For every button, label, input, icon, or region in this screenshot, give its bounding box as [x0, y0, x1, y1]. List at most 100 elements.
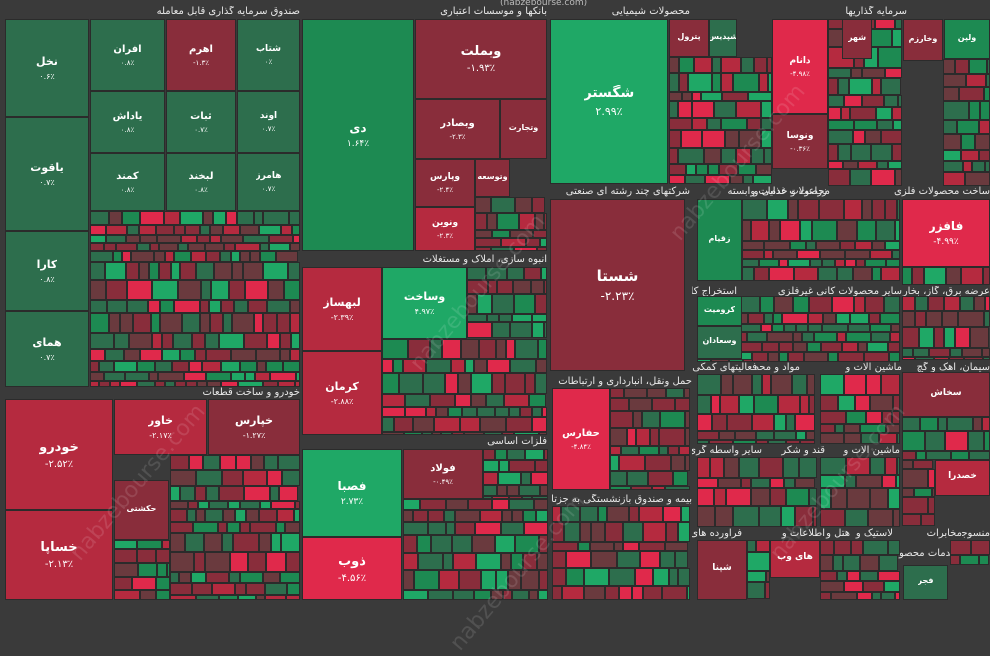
stock-tile-small[interactable]	[719, 164, 738, 175]
stock-tile[interactable]: حکشتی	[114, 480, 169, 540]
stock-tile-small[interactable]	[747, 571, 766, 582]
stock-tile-small[interactable]	[90, 262, 105, 280]
stock-tile-small[interactable]	[682, 92, 692, 101]
stock-tile-small[interactable]	[934, 357, 949, 360]
stock-tile-small[interactable]	[263, 313, 277, 333]
stock-tile-small[interactable]	[662, 586, 687, 600]
stock-tile-small[interactable]	[220, 455, 236, 470]
stock-tile-small[interactable]	[544, 213, 547, 230]
stock-tile-small[interactable]	[872, 267, 881, 281]
stock-tile-small[interactable]	[508, 570, 521, 590]
stock-tile-small[interactable]	[483, 472, 498, 485]
stock-tile-small[interactable]	[949, 357, 964, 360]
stock-tile-small[interactable]	[932, 488, 935, 497]
stock-tile-small[interactable]	[668, 446, 679, 455]
stock-tile-small[interactable]	[537, 553, 548, 570]
stock-tile-small[interactable]	[828, 144, 838, 161]
stock-tile-small[interactable]	[842, 342, 858, 352]
stock-tile-small[interactable]	[610, 428, 627, 446]
stock-tile-small[interactable]	[660, 551, 675, 568]
stock-tile-small[interactable]	[764, 148, 772, 164]
stock-tile-small[interactable]	[697, 488, 714, 506]
stock-tile-small[interactable]	[197, 381, 207, 387]
stock-tile-small[interactable]	[813, 506, 817, 527]
stock-tile-small[interactable]	[844, 424, 860, 433]
stock-tile-small[interactable]	[915, 296, 928, 311]
stock-tile-small[interactable]	[524, 522, 548, 535]
stock-tile-small[interactable]	[200, 300, 209, 313]
stock-tile-small[interactable]	[675, 398, 690, 411]
stock-tile-small[interactable]	[986, 74, 990, 87]
stock-tile-small[interactable]	[104, 372, 125, 381]
stock-tile[interactable]: فجر	[903, 565, 948, 600]
stock-tile-small[interactable]	[515, 339, 538, 359]
stock-tile-small[interactable]	[979, 120, 990, 134]
stock-tile-small[interactable]	[90, 300, 107, 313]
stock-tile-small[interactable]	[920, 417, 938, 431]
stock-tile-small[interactable]	[170, 595, 196, 600]
stock-tile-small[interactable]	[210, 313, 223, 333]
stock-tile-small[interactable]	[888, 342, 900, 352]
stock-tile-small[interactable]	[90, 361, 99, 372]
stock-tile-small[interactable]	[843, 555, 860, 571]
stock-tile-small[interactable]	[185, 533, 204, 552]
stock-tile[interactable]: خاور -۲.۱۷٪	[114, 399, 207, 455]
stock-tile-small[interactable]	[497, 213, 519, 230]
stock-tile-small[interactable]	[645, 455, 671, 471]
stock-tile-small[interactable]	[881, 267, 900, 281]
stock-tile-small[interactable]	[475, 230, 492, 238]
stock-tile-small[interactable]	[488, 280, 497, 294]
stock-tile-small[interactable]	[860, 555, 879, 571]
stock-tile-small[interactable]	[793, 332, 802, 342]
stock-tile-small[interactable]	[269, 243, 290, 251]
stock-tile-small[interactable]	[902, 348, 913, 357]
stock-tile-small[interactable]	[779, 342, 793, 352]
stock-tile-small[interactable]	[532, 417, 547, 432]
stock-tile-small[interactable]	[209, 300, 221, 313]
stock-tile-small[interactable]	[765, 582, 770, 599]
stock-tile-small[interactable]	[733, 73, 759, 92]
stock-tile-small[interactable]	[836, 313, 850, 324]
stock-tile-small[interactable]	[756, 540, 770, 552]
stock-tile-small[interactable]	[761, 130, 772, 148]
stock-tile-small[interactable]	[265, 583, 287, 595]
stock-tile-small[interactable]	[715, 506, 733, 527]
stock-tile-small[interactable]	[844, 581, 863, 592]
stock-tile-small[interactable]	[114, 577, 132, 590]
stock-tile-small[interactable]	[243, 235, 269, 243]
stock-tile-small[interactable]	[175, 381, 186, 387]
stock-tile-small[interactable]	[464, 432, 484, 435]
stock-tile-small[interactable]	[382, 407, 405, 417]
stock-tile-small[interactable]	[885, 68, 902, 78]
stock-tile-small[interactable]	[802, 332, 814, 342]
stock-tile-small[interactable]	[752, 374, 762, 395]
stock-tile-small[interactable]	[743, 359, 753, 362]
stock-tile-small[interactable]	[685, 455, 690, 471]
stock-tile-small[interactable]	[191, 572, 206, 583]
stock-tile-small[interactable]	[131, 251, 154, 262]
stock-tile-small[interactable]	[965, 172, 990, 186]
stock-tile-small[interactable]	[961, 134, 975, 150]
stock-tile-small[interactable]	[246, 509, 259, 522]
stock-tile-small[interactable]	[864, 352, 889, 362]
stock-tile-small[interactable]	[733, 374, 752, 395]
stock-tile-small[interactable]	[562, 586, 584, 600]
stock-tile-small[interactable]	[659, 428, 685, 446]
stock-tile-small[interactable]	[287, 583, 300, 595]
stock-tile-small[interactable]	[943, 74, 966, 87]
stock-tile-small[interactable]	[705, 175, 730, 184]
stock-tile[interactable]: خصدرا	[935, 460, 990, 496]
stock-tile-small[interactable]	[793, 296, 809, 313]
stock-tile-small[interactable]	[729, 359, 743, 362]
stock-tile-small[interactable]	[959, 87, 984, 101]
stock-tile-small[interactable]	[455, 510, 480, 522]
stock-tile-small[interactable]	[475, 197, 491, 213]
stock-tile-small[interactable]	[764, 241, 790, 250]
stock-tile-small[interactable]	[607, 506, 629, 522]
stock-tile-small[interactable]	[747, 118, 761, 130]
stock-tile-small[interactable]	[893, 395, 900, 411]
stock-tile-small[interactable]	[747, 540, 756, 552]
stock-tile-small[interactable]	[245, 280, 268, 300]
stock-tile-small[interactable]	[156, 577, 170, 590]
stock-tile-small[interactable]	[539, 432, 547, 435]
